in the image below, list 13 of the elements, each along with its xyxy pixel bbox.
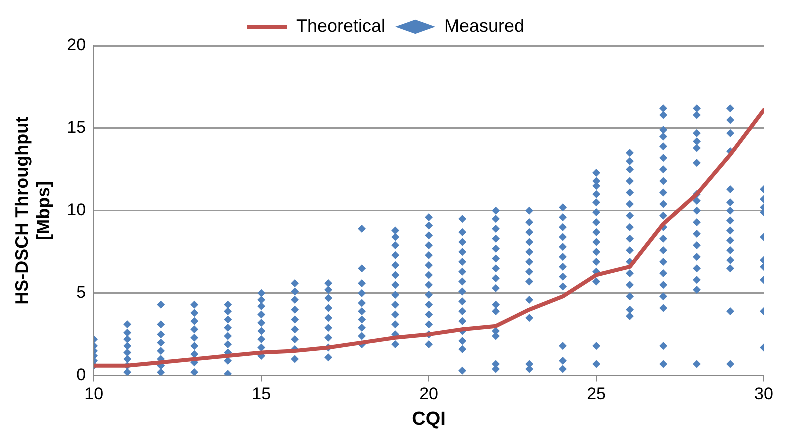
y-tick-label: 5 [76, 283, 86, 302]
y-axis-title: HS-DSCH Throughput [Mbps] [12, 116, 54, 305]
x-tick-label: 30 [754, 384, 774, 404]
y-tick-label: 15 [67, 118, 86, 138]
x-tick-label: 20 [420, 384, 439, 404]
x-axis-title: CQI [412, 408, 446, 430]
y-tick-label: 20 [67, 36, 86, 55]
x-tick-label: 25 [587, 384, 606, 404]
x-tick-label: 15 [252, 384, 272, 404]
legend-label: Theoretical [296, 16, 386, 36]
y-tick-label: 0 [76, 365, 86, 384]
legend-label: Measured [444, 16, 525, 36]
y-tick-label: 10 [67, 200, 86, 220]
